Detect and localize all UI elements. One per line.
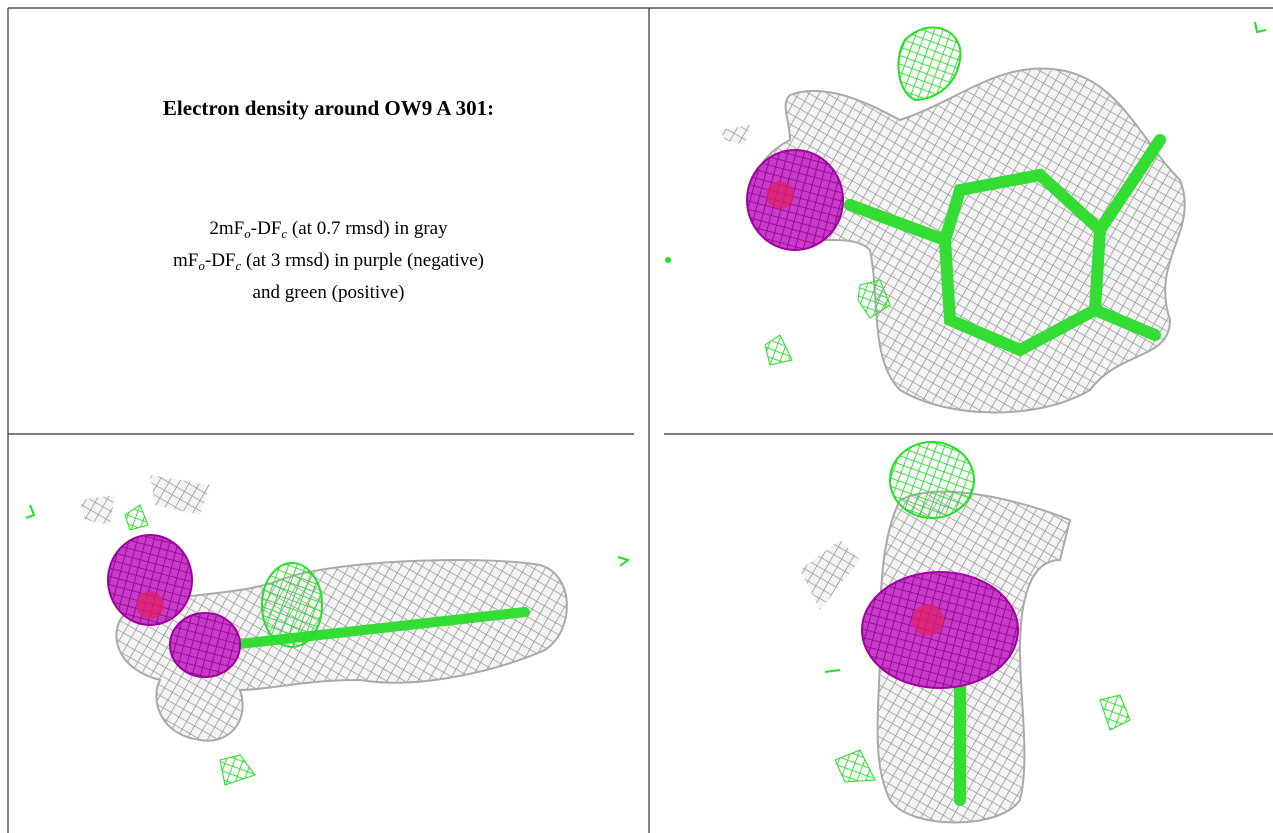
text-segment: -DF	[204, 250, 236, 271]
subscript: c	[281, 226, 288, 241]
density-view-2	[25, 475, 631, 786]
caption-line: and green (positive)	[8, 282, 649, 304]
text-segment: mF	[173, 250, 199, 271]
subscript: o	[244, 226, 251, 241]
subscript: c	[235, 258, 242, 273]
text-segment: -DF	[250, 218, 282, 239]
text-segment: (at 3 rmsd) in purple (negative)	[241, 250, 484, 271]
subscript: o	[198, 258, 205, 273]
density-view-1	[665, 21, 1267, 414]
text-segment: 2mF	[209, 218, 245, 239]
text-segment: (at 0.7 rmsd) in gray	[287, 218, 448, 239]
caption-line: 2mFo-DFc (at 0.7 rmsd) in gray	[8, 218, 649, 242]
density-view-3	[800, 441, 1131, 824]
caption-title: Electron density around OW9 A 301:	[162, 96, 495, 120]
table-borders	[7, 7, 1273, 833]
caption-line: mFo-DFc (at 3 rmsd) in purple (negative)	[8, 250, 649, 274]
text-segment: and green (positive)	[252, 282, 405, 303]
